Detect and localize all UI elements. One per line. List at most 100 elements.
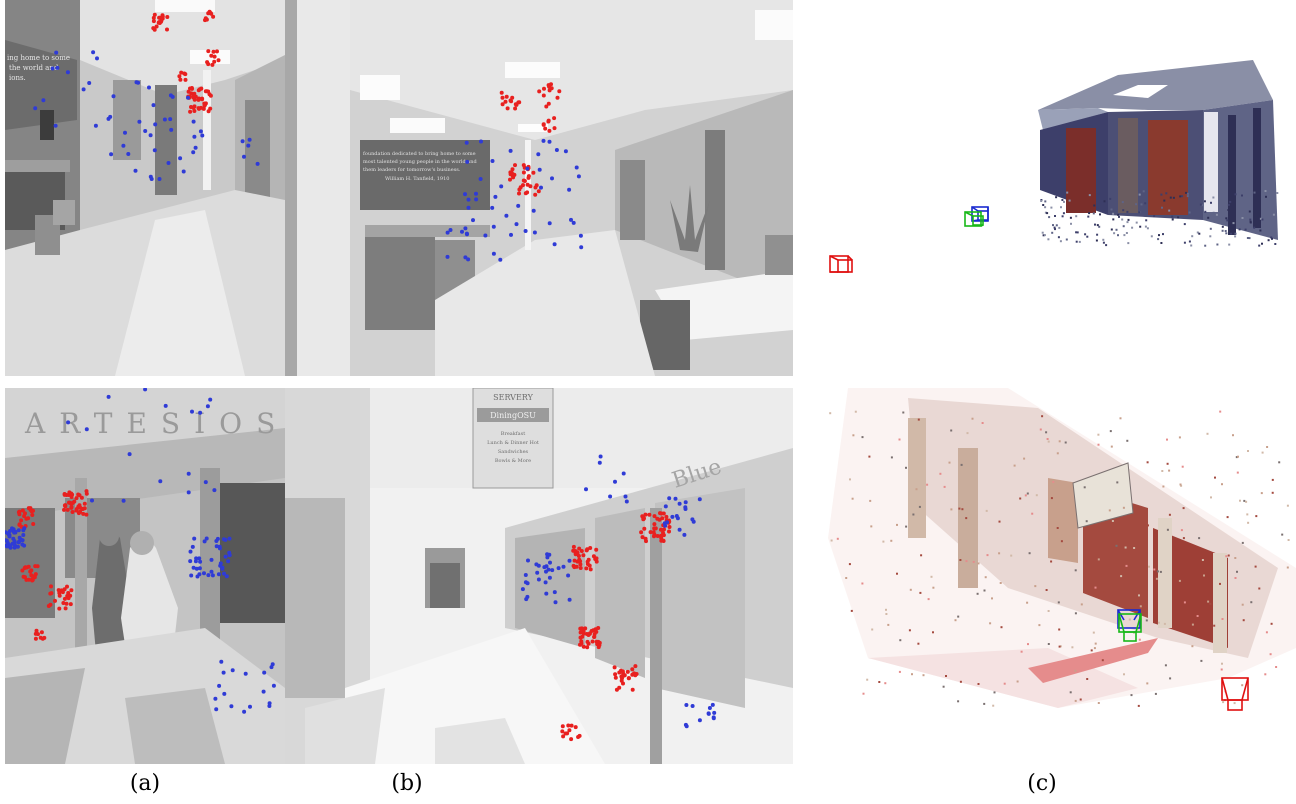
cloud-point [1058,226,1061,229]
feature-point [62,596,67,601]
feature-point [474,191,478,196]
cloud-point [1016,680,1019,683]
cloud-point [1068,199,1071,202]
cloud-point [959,559,962,561]
feature-point [561,734,566,739]
feature-point [561,564,566,569]
cloud-point [861,582,864,585]
feature-point [212,59,217,64]
cloud-point [1254,565,1257,568]
feature-point [181,169,186,174]
feature-points-b-bottom [520,454,717,742]
feature-point [660,516,665,521]
cloud-point [1113,232,1116,235]
cloud-point [1259,217,1262,220]
feature-point [190,409,194,414]
cloud-point [917,642,920,645]
feature-point [567,558,572,563]
feature-point [513,106,518,111]
feature-point [499,184,504,189]
feature-point [572,558,577,563]
cloud-point [1228,243,1231,246]
cloud-point [1239,499,1241,502]
cloud-point [1126,210,1129,213]
feature-point [675,516,680,521]
cloud-point [989,622,992,625]
cloud-point [1078,240,1081,243]
cloud-point [1241,217,1244,219]
feature-point [581,629,586,634]
feature-point [152,27,157,32]
cloud-point [1138,193,1141,196]
cloud-point [1157,238,1160,241]
feature-point [183,77,188,82]
feature-point [186,471,191,476]
feature-point [504,94,509,99]
pointcloud-c-bottom [808,388,1296,764]
feature-point [528,184,533,189]
feature-point [667,529,671,534]
cloud-point [926,483,929,486]
feature-point [191,105,196,110]
feature-point [152,12,157,17]
feature-point [546,101,551,106]
feature-point [566,573,571,578]
feature-point [48,591,53,596]
feature-point [69,504,74,509]
feature-point [465,159,470,164]
feature-point [531,208,536,213]
cloud-point [1088,194,1091,197]
feature-point [524,597,529,602]
cloud-point [1028,552,1031,555]
cloud-point [1241,684,1244,687]
cloud-point [1261,218,1264,221]
cloud-point [1178,436,1181,439]
cloud-point [1031,512,1034,515]
cloud-point [950,429,953,432]
cloud-point [922,674,925,677]
cloud-point [1038,624,1041,627]
cloud-point [1236,471,1239,474]
cloud-point [1124,546,1127,549]
cloud-point [905,525,908,528]
cloud-point [1209,227,1212,230]
feature-point [541,138,546,143]
cloud-point [1019,497,1022,500]
cloud-point [1221,618,1224,620]
cloud-point [1054,215,1056,217]
cloud-point [1234,193,1237,196]
feature-point [586,641,591,646]
cloud-point [1168,469,1171,472]
cloud-point [1125,564,1128,567]
cloud-point [1105,244,1108,247]
cloud-point [998,552,1001,555]
feature-point [533,192,538,197]
cloud-point [849,478,851,481]
feature-point [664,514,669,519]
feature-point [179,70,184,75]
cloud-point [1222,701,1225,704]
cloud-point [911,673,913,676]
feature-point [576,554,581,558]
feature-point [46,604,51,608]
feature-point [697,497,702,502]
cloud-point [861,436,864,439]
feature-point [542,565,547,570]
cloud-point [1109,430,1112,433]
feature-point [710,702,715,707]
cloud-point [1163,622,1166,625]
feature-point [513,163,517,168]
feature-point [640,535,645,540]
feature-point [547,575,552,580]
feature-point [549,86,554,91]
cloud-point [898,670,901,673]
feature-point [490,159,495,163]
cloud-point [1183,601,1186,604]
feature-point [57,606,62,611]
feature-point [137,119,142,124]
feature-point [30,513,35,517]
cloud-point [1074,569,1077,572]
feature-point [625,669,630,674]
cloud-point [1083,486,1086,489]
cloud-point [878,681,881,683]
